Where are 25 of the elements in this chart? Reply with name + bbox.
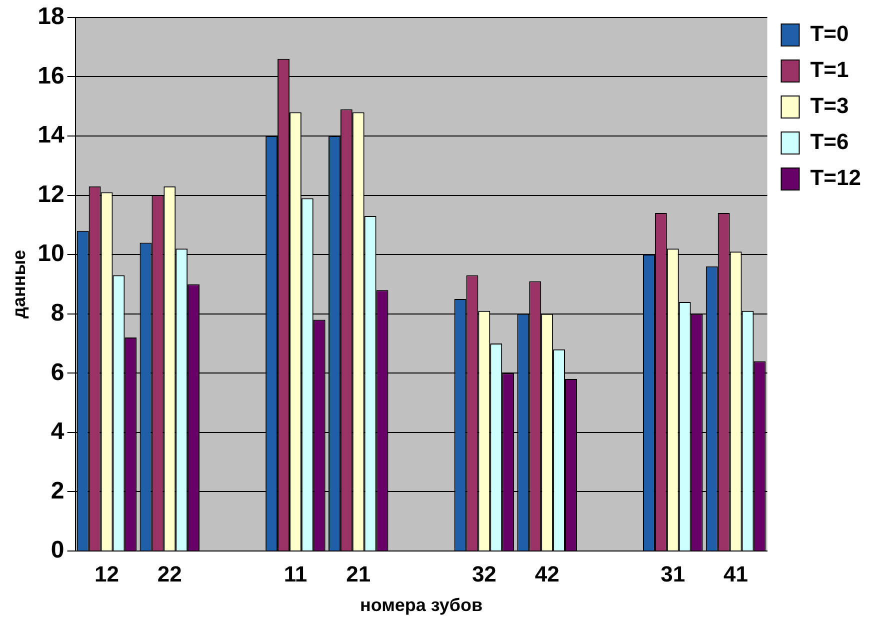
y-tick-label: 0 [50,536,64,564]
x-tick-label: 21 [346,561,371,586]
x-tick-label: 12 [94,561,119,586]
y-tick-label: 6 [50,358,64,386]
y-axis-title: данные [8,250,29,318]
legend-label: T=12 [810,165,862,190]
legend-label: T=0 [810,21,849,46]
y-tick-label: 4 [50,418,65,446]
y-tick-label: 14 [38,122,65,149]
y-tick-label: 18 [38,3,64,30]
y-tick-label: 12 [38,180,64,208]
x-axis-title: номера зубов [360,595,483,616]
legend-label: T=6 [810,129,849,154]
y-tick-label: 10 [38,240,64,268]
x-tick-label: 42 [534,561,560,586]
y-tick-label: 2 [50,477,64,504]
legend-label: T=1 [810,57,849,82]
y-tick-label: 8 [50,299,64,326]
x-tick-label: 11 [284,561,308,586]
x-tick-label: 22 [157,561,182,586]
y-tick-label: 16 [38,62,64,90]
x-tick-label: 41 [724,561,748,586]
x-tick-label: 32 [472,561,496,586]
legend-label: T=3 [810,93,849,118]
x-tick-label: 31 [660,561,686,586]
